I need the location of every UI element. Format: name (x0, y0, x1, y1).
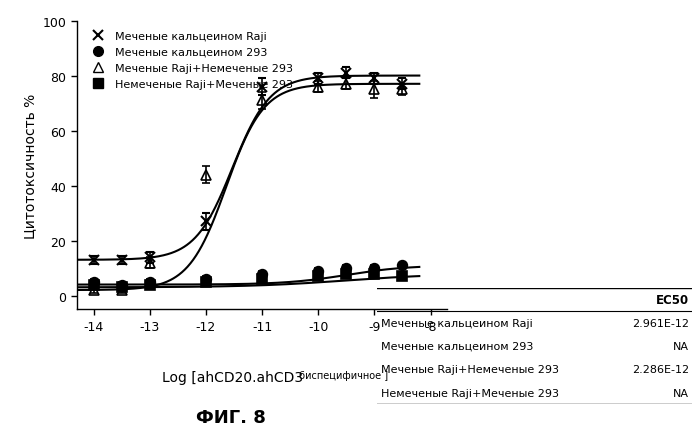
Text: NA: NA (673, 387, 689, 398)
Text: Меченые Raji+Немеченые 293: Меченые Raji+Немеченые 293 (381, 364, 559, 375)
Text: Меченые кальцеином Raji: Меченые кальцеином Raji (381, 318, 533, 328)
Text: 2.961E-12: 2.961E-12 (632, 318, 689, 328)
Y-axis label: Цитотоксичность %: Цитотоксичность % (23, 93, 37, 238)
Text: 2.286E-12: 2.286E-12 (632, 364, 689, 375)
Text: NA: NA (673, 341, 689, 351)
Legend: Меченые кальцеином Raji, Меченые кальцеином 293, Меченые Raji+Немеченые 293, Нем: Меченые кальцеином Raji, Меченые кальцеи… (82, 27, 297, 94)
Text: EC50: EC50 (656, 293, 689, 306)
Text: ФИГ. 8: ФИГ. 8 (196, 408, 266, 426)
Text: Log [ahCD20.ahCD3: Log [ahCD20.ahCD3 (162, 370, 303, 384)
Text: Немеченые Raji+Меченые 293: Немеченые Raji+Меченые 293 (381, 387, 559, 398)
Text: биспецифичное ]: биспецифичное ] (299, 370, 388, 380)
Text: Меченые кальцеином 293: Меченые кальцеином 293 (381, 341, 533, 351)
